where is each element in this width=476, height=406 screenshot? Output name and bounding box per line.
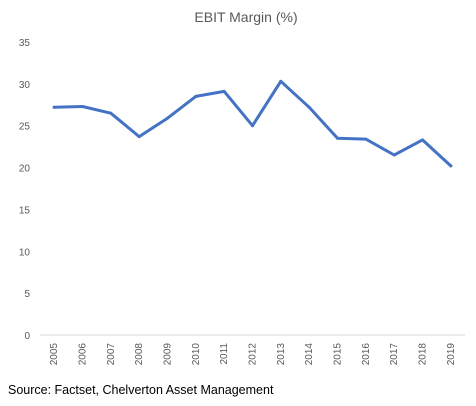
data-point [336, 136, 339, 140]
y-tick-label: 10 [19, 247, 31, 258]
x-tick-label: 2013 [276, 343, 287, 366]
x-tick-label: 2012 [248, 343, 259, 366]
x-tick-label: 2005 [49, 343, 60, 366]
data-point [222, 89, 226, 93]
data-point [279, 79, 283, 83]
x-tick-label: 2019 [446, 343, 457, 366]
data-point [81, 104, 84, 108]
series-line [52, 79, 453, 168]
x-axis: 2005 2006 2007 2008 2009 2010 2011 2012 2013 2014… [49, 343, 457, 366]
data-point [307, 105, 311, 109]
x-tick-label: 2010 [191, 343, 202, 366]
series-group [52, 79, 453, 168]
data-point [251, 124, 254, 128]
x-tick-label: 2016 [361, 343, 372, 366]
x-tick-label: 2006 [78, 343, 89, 366]
y-tick-label: 35 [19, 38, 31, 49]
source-note: Source: Factset, Chelverton Asset Manage… [8, 383, 274, 397]
data-point [449, 164, 453, 168]
x-tick-label: 2018 [418, 343, 429, 366]
data-point [109, 111, 113, 115]
x-tick-label: 2008 [134, 343, 145, 366]
y-axis: 0 5 10 15 20 25 30 35 [19, 38, 31, 342]
x-tick-label: 2007 [106, 343, 117, 366]
y-tick-label: 15 [19, 205, 31, 216]
data-point [364, 137, 368, 141]
y-tick-label: 5 [24, 289, 30, 300]
data-point [137, 135, 141, 139]
y-tick-label: 25 [19, 122, 31, 133]
y-tick-label: 0 [24, 331, 30, 342]
data-point [421, 138, 424, 142]
data-point [194, 94, 198, 98]
x-tick-label: 2014 [304, 343, 315, 366]
x-tick-label: 2009 [163, 343, 174, 366]
data-point [392, 153, 396, 157]
chart-title: EBIT Margin (%) [194, 9, 297, 25]
data-point [52, 105, 56, 109]
x-tick-label: 2011 [219, 343, 230, 365]
x-tick-label: 2017 [389, 343, 400, 366]
y-tick-label: 20 [19, 164, 31, 175]
y-tick-label: 30 [19, 80, 31, 91]
x-tick-label: 2015 [333, 343, 344, 366]
data-point [166, 116, 169, 120]
